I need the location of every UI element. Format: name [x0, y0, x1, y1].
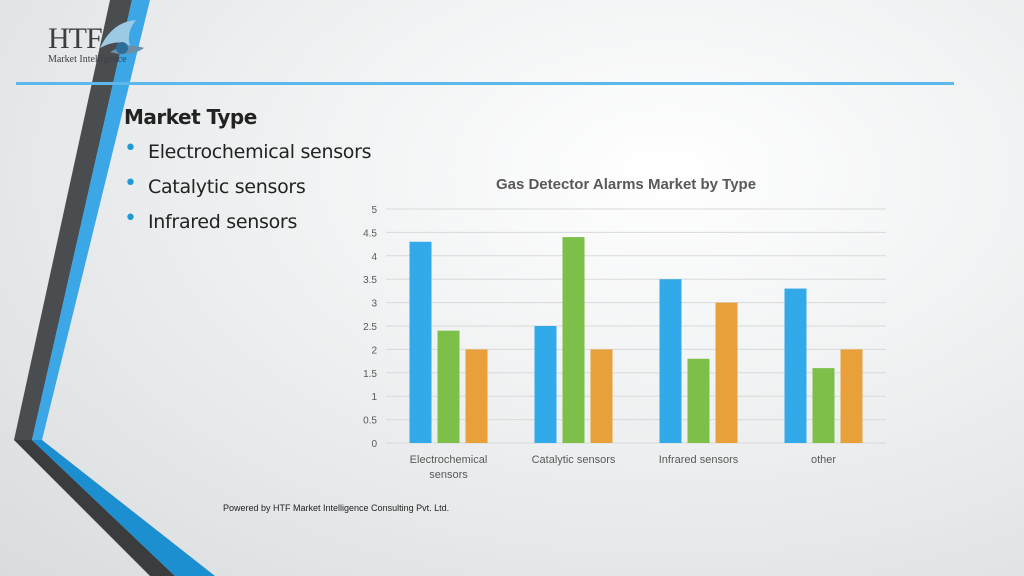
y-tick-label: 3	[371, 299, 377, 310]
chart-title: Gas Detector Alarms Market by Type	[496, 176, 756, 193]
y-tick-label: 4	[371, 252, 377, 263]
bar	[812, 368, 835, 443]
bullet-icon: •	[124, 136, 137, 161]
x-tick-label: Infrared sensors	[659, 454, 739, 466]
bullet-text: Infrared sensors	[148, 211, 298, 233]
bar	[715, 302, 738, 443]
x-tick-label: sensors	[429, 469, 468, 481]
bar	[437, 330, 460, 443]
logo-icon	[100, 20, 144, 55]
y-tick-label: 0.5	[363, 416, 377, 427]
bullet-list: • Electrochemical sensors • Catalytic sens…	[124, 136, 372, 243]
logo-text: HTF	[48, 22, 103, 55]
bar	[465, 349, 488, 443]
y-tick-label: 0	[371, 439, 377, 450]
x-tick-label: Electrochemical	[410, 454, 488, 466]
logo-subtext: Market Intelligence	[48, 54, 127, 65]
y-tick-label: 2	[371, 345, 377, 356]
bullet-text: Catalytic sensors	[148, 176, 306, 198]
bar	[840, 349, 863, 443]
bullet-item: • Infrared sensors	[124, 208, 371, 243]
section-title: Market Type	[124, 105, 257, 129]
bullet-item: • Catalytic sensors	[124, 173, 371, 208]
bar	[659, 279, 682, 443]
bar	[687, 358, 710, 443]
bar-chart: Gas Detector Alarms Market by Type 0 0.5 1 1…	[363, 176, 886, 481]
bar	[590, 349, 613, 443]
bar	[534, 326, 557, 443]
header-divider	[16, 82, 954, 85]
y-tick-label: 4.5	[363, 228, 377, 239]
y-tick-label: 1.5	[363, 369, 377, 380]
bullet-icon: •	[124, 206, 137, 231]
bullet-item: • Electrochemical sensors	[124, 136, 372, 173]
bullet-icon: •	[124, 171, 137, 196]
x-tick-label: Catalytic sensors	[532, 454, 616, 466]
y-tick-label: 5	[371, 205, 377, 216]
bullet-text: Electrochemical sensors	[148, 141, 372, 163]
x-tick-label: other	[811, 454, 836, 466]
bar	[409, 241, 432, 443]
bar	[784, 288, 807, 443]
bar	[562, 237, 585, 443]
y-tick-label: 3.5	[363, 275, 377, 286]
y-tick-label: 1	[371, 392, 377, 403]
y-tick-label: 2.5	[363, 322, 377, 333]
footer-text: Powered by HTF Market Intelligence Consu…	[223, 503, 450, 513]
